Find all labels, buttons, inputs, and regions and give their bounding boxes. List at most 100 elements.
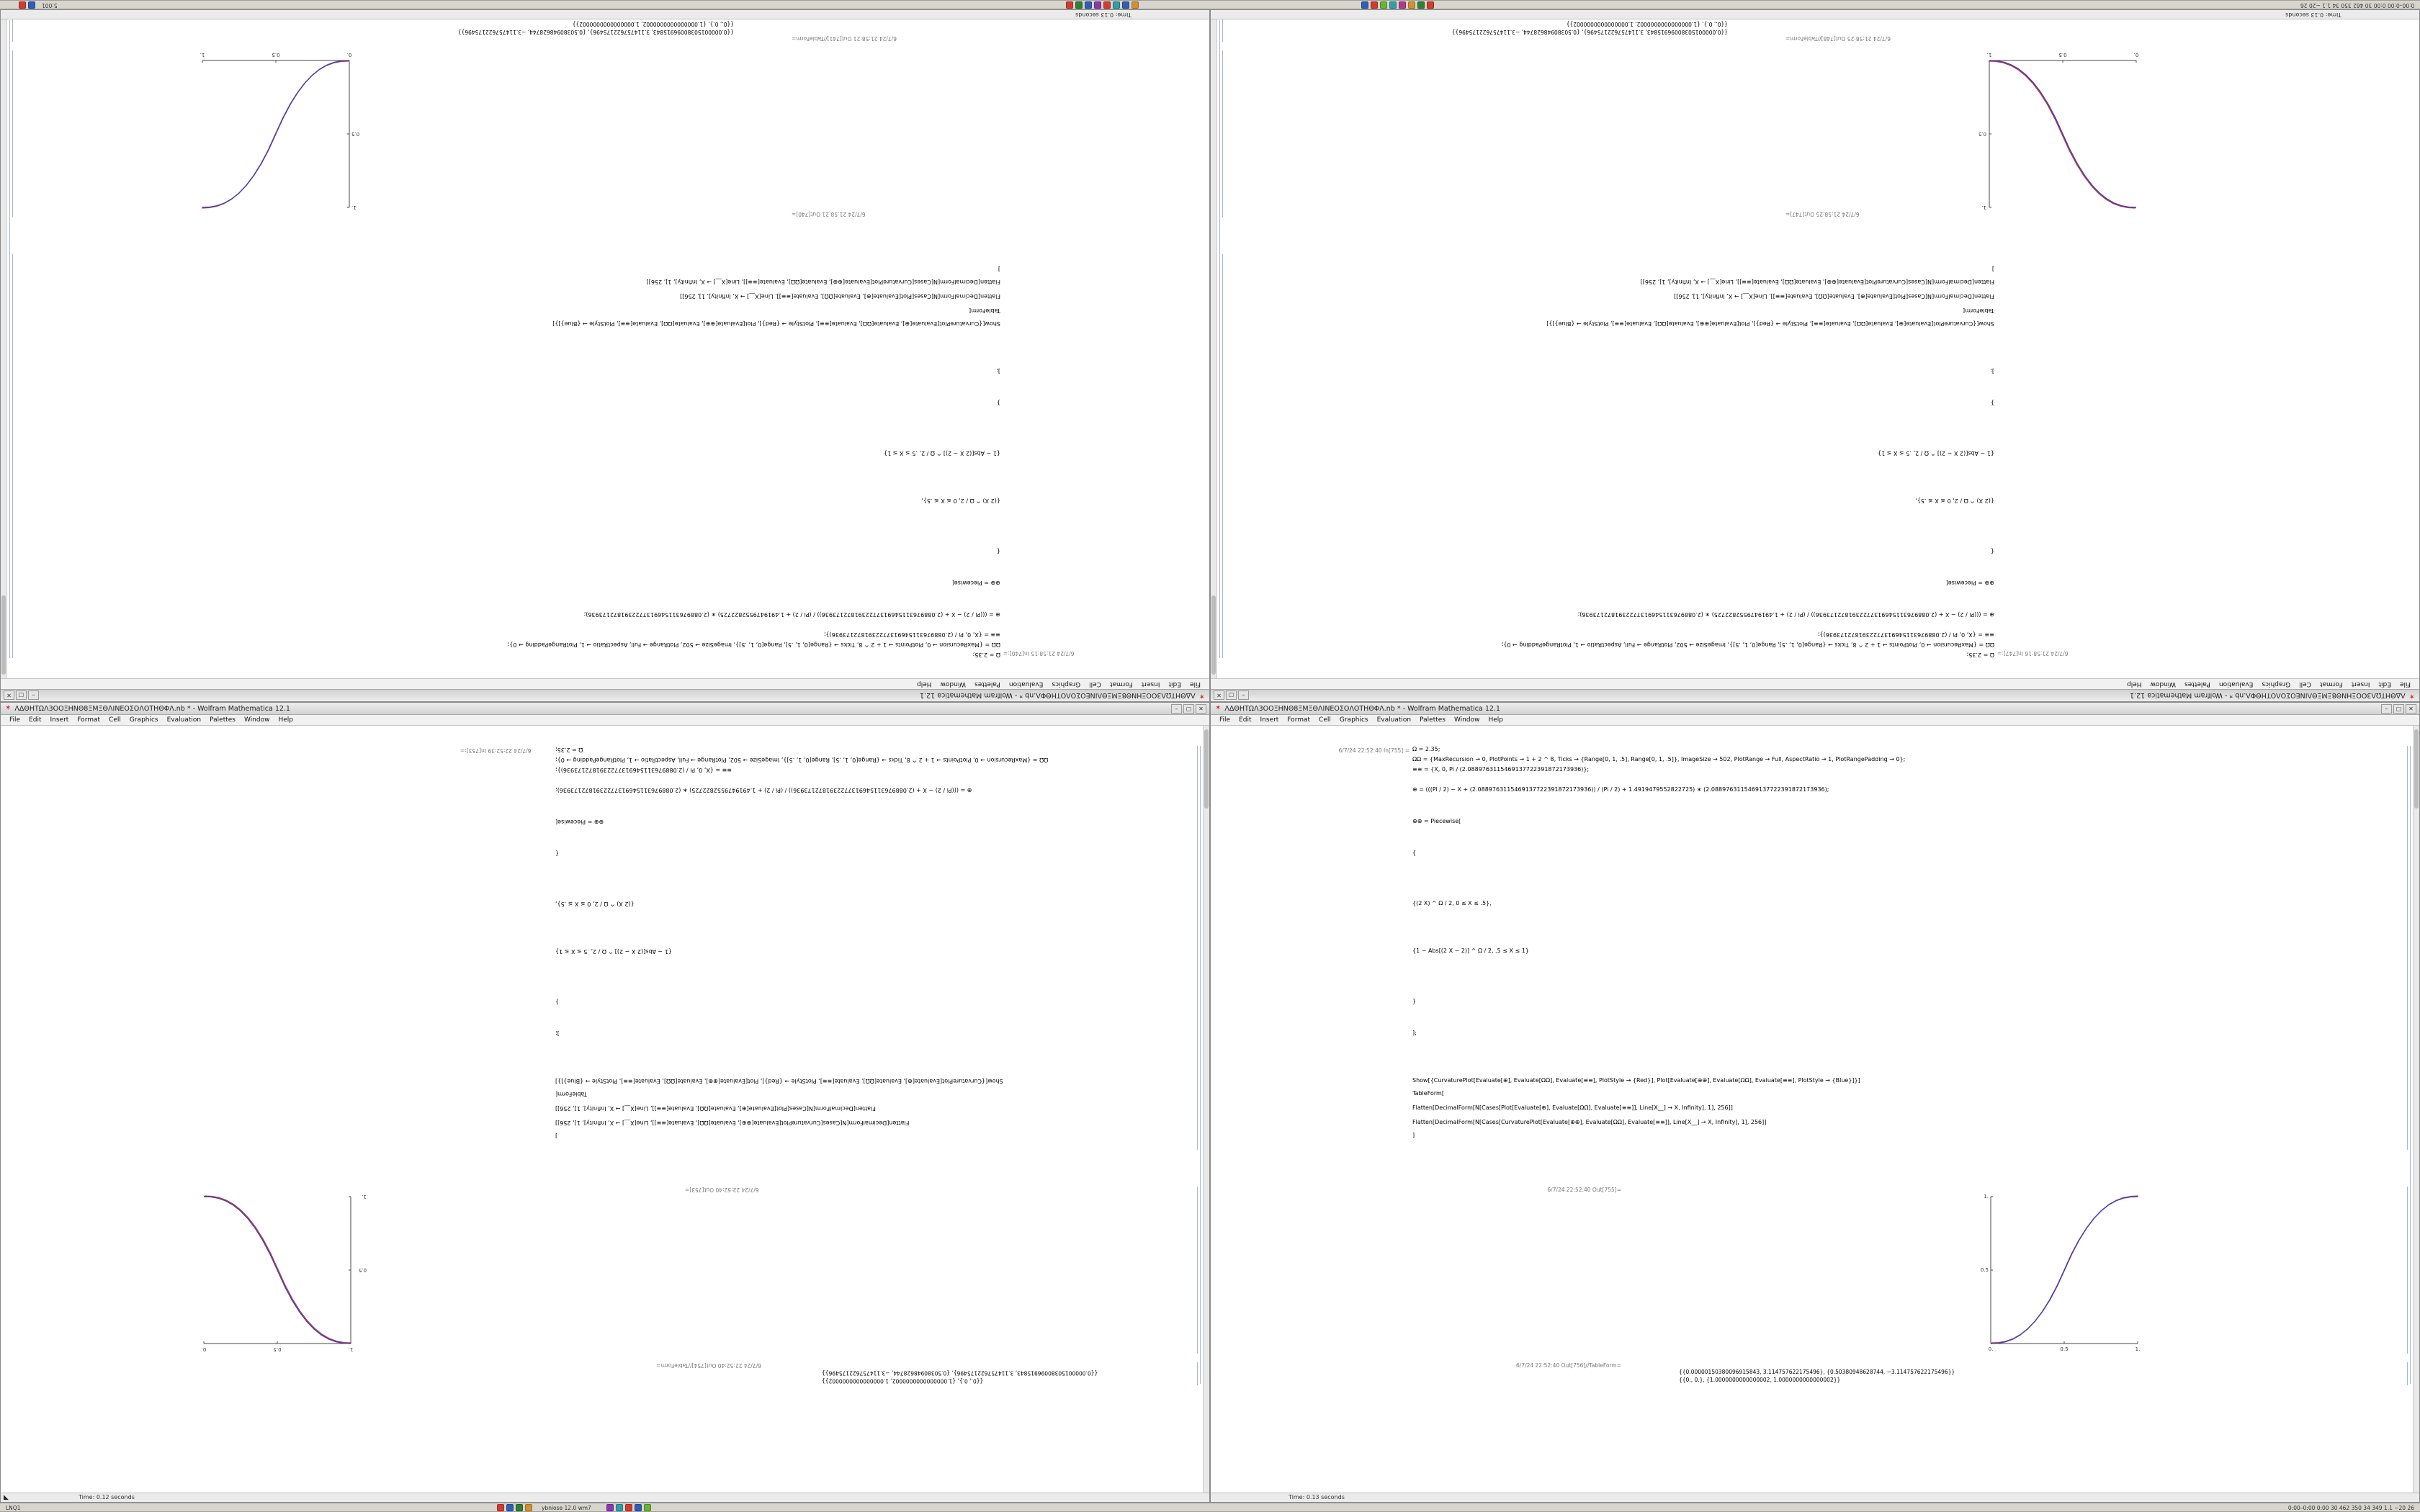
menu-item[interactable]: File	[1189, 680, 1201, 688]
code-line[interactable]: ≡≡ = {X, 0, Pi / (2.08897631154691377223…	[1817, 631, 1994, 638]
menu-item[interactable]: Edit	[1239, 716, 1252, 724]
menu-item[interactable]: Evaluation	[1008, 680, 1044, 688]
code-line[interactable]: TableForm[	[969, 307, 1000, 314]
code-line[interactable]: TableForm[	[1963, 307, 1994, 314]
close-button[interactable]: ✕	[4, 690, 14, 701]
taskbar-app-icon[interactable]	[1399, 1, 1406, 9]
code-line[interactable]: ];	[555, 1030, 560, 1037]
menu-item[interactable]: Cell	[1319, 716, 1331, 724]
code-cell[interactable]: Ω = 2.35; ΩΩ = {MaxRecursion → 0, PlotPoi…	[1502, 265, 1994, 658]
code-line[interactable]: ⊕⊕ = Piecewise[	[555, 819, 604, 825]
menu-item[interactable]: Format	[77, 716, 101, 724]
menu-item[interactable]: Evaluation	[166, 716, 202, 724]
cell-bracket[interactable]	[1222, 50, 1223, 217]
menu-item[interactable]: File	[9, 716, 21, 724]
code-line[interactable]: Ω = 2.35;	[972, 652, 1000, 658]
cell-bracket[interactable]	[12, 19, 13, 42]
maximize-button[interactable]: ▢	[16, 690, 27, 701]
menu-item[interactable]: Insert	[2351, 680, 2370, 688]
menu-item[interactable]: Format	[1287, 716, 1311, 724]
taskbar-app-icon[interactable]	[525, 1504, 532, 1511]
code-cell[interactable]: Ω = 2.35; ΩΩ = {MaxRecursion → 0, PlotPoi…	[508, 265, 1000, 658]
taskbar-app-icon[interactable]	[1427, 1, 1434, 9]
menu-item[interactable]: Format	[2319, 680, 2343, 688]
titlebar[interactable]: ✶ ΛΔΘΗΤΩΛ3ΟΟΞΗΝΘ8ΞΜΞΘΛΙΝΕΟΣΟΛΟΤΗΘΦΛ.nb *…	[1, 689, 1209, 701]
scrollbar-thumb[interactable]	[1, 595, 6, 675]
menu-item[interactable]: Cell	[2299, 680, 2311, 688]
menu-item[interactable]: File	[1219, 716, 1231, 724]
code-line[interactable]: {1 − Abs[(2 X − 2)] ^ Ω / 2, .5 ≤ X ≤ 1}	[1878, 450, 1994, 456]
scrollbar-thumb[interactable]	[1211, 595, 1216, 675]
code-line[interactable]: Show[{CurvaturePlot[Evaluate[⊕], Evaluat…	[552, 320, 1000, 327]
taskbar-app-icon[interactable]	[1075, 1, 1083, 9]
code-line[interactable]: ⊕⊕ = Piecewise[	[951, 580, 1000, 586]
cell-bracket[interactable]	[1222, 19, 1223, 42]
code-line[interactable]: {1 − Abs[(2 X − 2)] ^ Ω / 2, .5 ≤ X ≤ 1}	[1412, 948, 1529, 954]
scrollbar[interactable]	[1211, 19, 1217, 678]
titlebar[interactable]: ✶ ΛΔΘΗΤΩΛ3ΟΟΞΗΝΘ8ΞΜΞΘΛΙΝΕΟΣΟΛΟΤΗΘΦΛ.nb *…	[1211, 689, 2419, 701]
menu-item[interactable]: Evaluation	[1376, 716, 1412, 724]
taskbar-app-icon[interactable]	[1122, 1, 1129, 9]
taskbar-bottom[interactable]: LNQ1 ybniose 12.0 wm7 0:00–0:00 0:00 30 …	[0, 1503, 2420, 1512]
code-line[interactable]: ]	[1412, 1132, 1415, 1138]
cell-bracket[interactable]	[2407, 1362, 2408, 1385]
code-line[interactable]: ]	[555, 1133, 558, 1139]
cell-bracket[interactable]	[2410, 746, 2411, 1384]
code-line[interactable]: ];	[1990, 368, 1994, 374]
maximize-button[interactable]: ▢	[1226, 690, 1237, 701]
code-line[interactable]: Flatten[DecimalForm[N[Cases[CurvaturePlo…	[1412, 1119, 1767, 1125]
menu-item[interactable]: Cell	[1089, 680, 1101, 688]
menu-item[interactable]: Palettes	[210, 716, 236, 724]
notebook-area[interactable]: 6/7/24 22:52:40 In[755]:= Ω = 2.35; ΩΩ = …	[1211, 726, 2419, 1493]
code-line[interactable]: Ω = 2.35;	[1412, 746, 1440, 752]
taskbar-app-icon[interactable]	[1094, 1, 1101, 9]
code-line[interactable]: ]	[998, 266, 1000, 272]
cell-bracket[interactable]	[1222, 254, 1223, 658]
taskbar-app-icon[interactable]	[497, 1504, 504, 1511]
code-line[interactable]: }	[1412, 998, 1417, 1004]
menu-item[interactable]: Help	[2126, 680, 2142, 688]
cell-bracket[interactable]	[9, 20, 10, 658]
menu-item[interactable]: Window	[940, 680, 967, 688]
minimize-button[interactable]: –	[1238, 690, 1249, 701]
code-line[interactable]: ΩΩ = {MaxRecursion → 0, PlotPoints → 1 +…	[1501, 642, 1994, 648]
taskbar-app-icon[interactable]	[516, 1504, 523, 1511]
taskbar-app-icon[interactable]	[1380, 1, 1387, 9]
code-cell[interactable]: Ω = 2.35; ΩΩ = {MaxRecursion → 0, PlotPoi…	[1412, 746, 1905, 1139]
code-line[interactable]: ≡≡ = {X, 0, Pi / (2.08897631154691377223…	[1412, 766, 1590, 773]
close-button[interactable]: ✕	[2406, 703, 2416, 714]
code-line[interactable]: ΩΩ = {MaxRecursion → 0, PlotPoints → 1 +…	[555, 757, 1049, 763]
code-line[interactable]: {(2 X) ^ Ω / 2, 0 ≤ X ≤ .5},	[1412, 900, 1492, 906]
taskbar-app-icon[interactable]	[1113, 1, 1120, 9]
code-line[interactable]: }	[1990, 400, 1994, 406]
code-line[interactable]: {(2 X) ^ Ω / 2, 0 ≤ X ≤ .5},	[555, 901, 635, 907]
menu-item[interactable]: Help	[1488, 716, 1504, 724]
menu-item[interactable]: Insert	[1141, 680, 1160, 688]
code-line[interactable]: Show[{CurvaturePlot[Evaluate[⊕], Evaluat…	[555, 1078, 1003, 1084]
code-line[interactable]: {(2 X) ^ Ω / 2, 0 ≤ X ≤ .5},	[921, 498, 1000, 504]
menu-item[interactable]: Help	[916, 680, 932, 688]
code-line[interactable]: Flatten[DecimalForm[N[Cases[CurvaturePlo…	[1640, 279, 1994, 285]
code-line[interactable]: ⊕ = (((Pi / 2) − X + (2.0889763115469137…	[1412, 786, 1829, 793]
scrollbar[interactable]	[1, 19, 7, 678]
code-line[interactable]: Flatten[DecimalForm[N[Cases[CurvaturePlo…	[555, 1120, 910, 1126]
code-line[interactable]: ];	[1412, 1030, 1417, 1036]
tray-icon[interactable]	[28, 1, 35, 9]
close-button[interactable]: ✕	[1214, 690, 1224, 701]
tray-icon[interactable]	[19, 1, 26, 9]
menu-item[interactable]: Window	[1453, 716, 1480, 724]
code-line[interactable]: {	[1990, 548, 1994, 554]
menu-item[interactable]: Evaluation	[2218, 680, 2254, 688]
code-line[interactable]: Show[{CurvaturePlot[Evaluate[⊕], Evaluat…	[1412, 1077, 1860, 1084]
code-line[interactable]: Flatten[DecimalForm[N[Cases[Plot[Evaluat…	[1412, 1104, 1733, 1111]
code-line[interactable]: ⊕ = (((Pi / 2) − X + (2.0889763115469137…	[583, 611, 1000, 618]
taskbar-app-label[interactable]: ybniose 12.0 wm7	[542, 1505, 591, 1511]
notebook-area[interactable]: 6/7/24 21:58:15 In[740]:= Ω = 2.35; ΩΩ = …	[1, 19, 1209, 678]
taskbar-app-icon[interactable]	[506, 1504, 514, 1511]
code-line[interactable]: ΩΩ = {MaxRecursion → 0, PlotPoints → 1 +…	[1412, 756, 1906, 762]
cell-bracket[interactable]	[1197, 1362, 1198, 1385]
taskbar-app-icon[interactable]	[644, 1504, 651, 1511]
menu-item[interactable]: Edit	[2378, 680, 2391, 688]
menu-item[interactable]: Palettes	[2184, 680, 2210, 688]
code-line[interactable]: Flatten[DecimalForm[N[Cases[CurvaturePlo…	[646, 279, 1000, 285]
